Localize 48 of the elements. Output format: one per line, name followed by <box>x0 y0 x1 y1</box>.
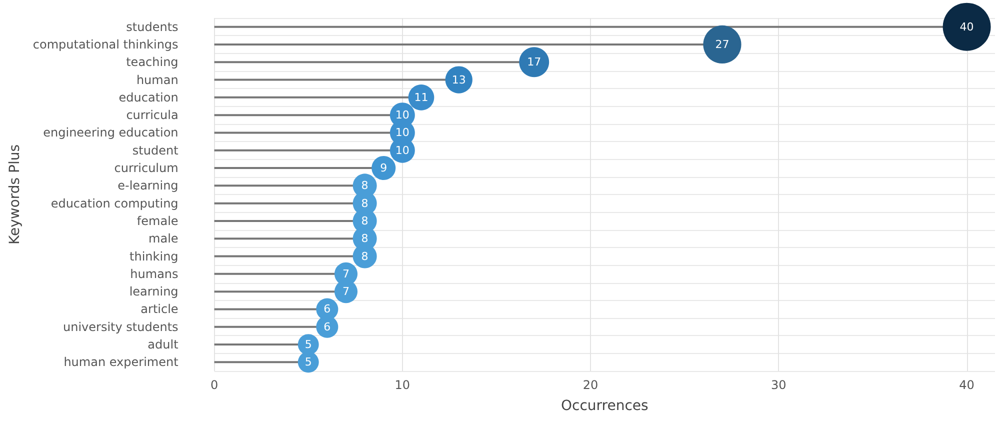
y-tick-label: adult <box>148 338 179 352</box>
y-tick-label: student <box>132 143 179 158</box>
y-tick-label: teaching <box>126 55 178 70</box>
data-label: 13 <box>452 73 466 86</box>
y-tick-label: education <box>118 90 178 104</box>
data-label: 6 <box>324 302 331 316</box>
data-label: 9 <box>380 162 388 175</box>
point <box>372 156 396 180</box>
y-tick-label: computational thinkings <box>32 37 178 52</box>
data-label: 8 <box>361 179 368 192</box>
data-label: 10 <box>395 108 410 122</box>
y-tick-label: article <box>140 302 178 316</box>
y-tick-label: e-learning <box>118 178 178 193</box>
y-tick-label: male <box>148 232 178 246</box>
data-label: 27 <box>715 38 730 51</box>
y-tick-label: humans <box>130 266 178 281</box>
y-tick-label: human experiment <box>64 355 179 370</box>
y-axis-title: Keywords Plus <box>7 144 23 245</box>
data-label: 8 <box>361 250 368 263</box>
data-label: 10 <box>395 126 410 140</box>
x-axis-title: Occurrences <box>560 398 648 414</box>
data-label: 8 <box>361 232 368 246</box>
y-tick-label: curriculum <box>114 161 178 176</box>
y-tick-label: human <box>136 72 178 87</box>
y-tick-label: engineering education <box>43 126 178 140</box>
y-tick-label: students <box>126 20 178 34</box>
data-label: 7 <box>342 267 350 280</box>
y-tick-label: female <box>136 214 178 228</box>
y-tick-label: curricula <box>126 108 178 122</box>
data-label: 7 <box>342 285 350 298</box>
x-tick-label: 10 <box>394 378 410 392</box>
data-label: 17 <box>527 56 542 69</box>
data-label: 6 <box>324 320 331 334</box>
data-label: 11 <box>414 90 428 104</box>
data-label: 8 <box>361 214 368 228</box>
x-tick-label: 30 <box>771 378 786 392</box>
y-tick-label: learning <box>129 284 178 299</box>
x-tick-label: 20 <box>582 378 598 392</box>
y-tick-label: university students <box>63 320 178 334</box>
data-label: 8 <box>361 196 368 210</box>
data-label: 5 <box>304 356 312 369</box>
data-label: 40 <box>960 20 974 34</box>
x-tick-label: 0 <box>210 378 218 392</box>
x-tick-label: 40 <box>959 378 974 392</box>
data-label: 10 <box>395 144 410 157</box>
y-tick-label: thinking <box>130 249 178 264</box>
data-label: 5 <box>304 338 312 352</box>
y-tick-label: education computing <box>50 196 178 210</box>
